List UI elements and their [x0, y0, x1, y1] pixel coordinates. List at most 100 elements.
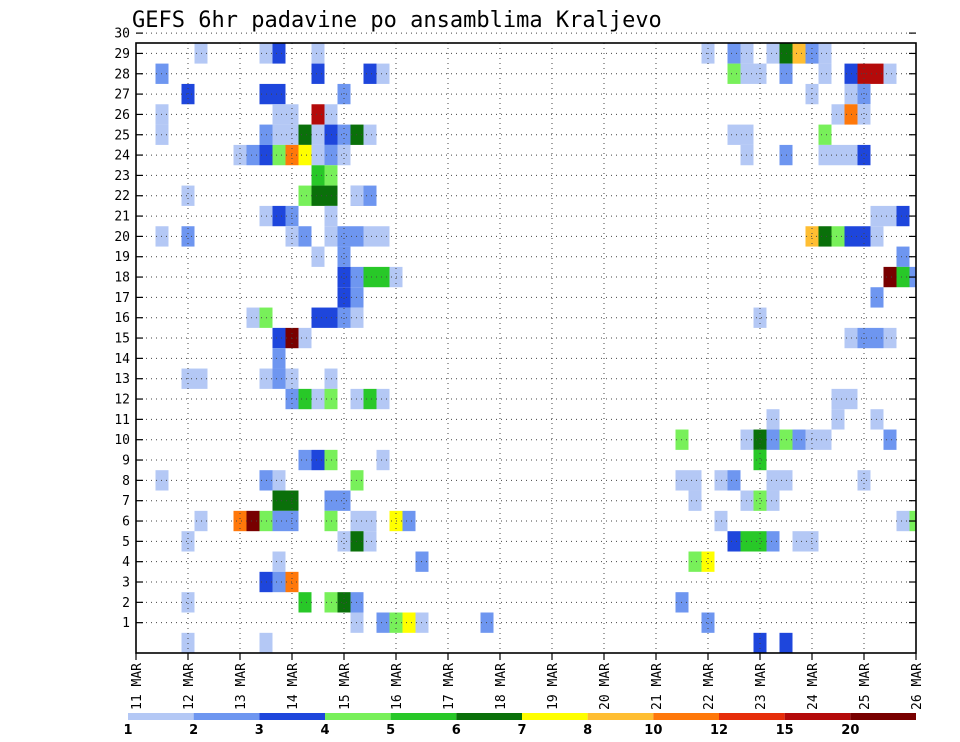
x-tick-label: 18 MAR — [494, 663, 509, 710]
heatmap-cell — [766, 43, 780, 64]
axis-ticks: 1234567891011121314151617181920212223242… — [114, 27, 925, 710]
legend-label: 5 — [386, 723, 395, 738]
heatmap-cell — [311, 124, 325, 145]
y-tick-label: 15 — [114, 332, 130, 347]
legend-label: 7 — [517, 723, 526, 738]
heatmap-cell — [181, 592, 195, 613]
heatmap-cell — [753, 632, 767, 653]
y-tick-label: 14 — [114, 352, 130, 367]
x-tick-label: 23 MAR — [754, 663, 769, 710]
heatmap-cell — [831, 388, 845, 410]
heatmap-cell — [181, 632, 195, 653]
legend-label: 6 — [452, 723, 461, 738]
heatmap-cell — [363, 185, 377, 206]
legend-swatch — [784, 713, 851, 720]
legend-label: 15 — [776, 723, 794, 738]
color-legend: 1 2 3 4 5 6 7 8 10 12 15 20 — [123, 713, 916, 738]
heatmap-cell — [896, 246, 910, 267]
legend-swatch — [193, 713, 260, 720]
heatmap-cell — [883, 266, 897, 288]
heatmap-cell — [792, 429, 806, 450]
heatmap-cell — [701, 612, 715, 633]
x-tick-label: 22 MAR — [702, 663, 717, 710]
heatmap-cell — [727, 470, 741, 491]
heatmap-cell — [883, 205, 897, 227]
heatmap-cell — [311, 43, 325, 64]
heatmap-cell — [896, 266, 910, 288]
legend-label: 12 — [710, 723, 728, 738]
legend-swatch — [325, 713, 391, 720]
heatmap-cell — [311, 307, 325, 328]
heatmap-cell — [831, 144, 845, 166]
heatmap-cell — [363, 388, 377, 410]
heatmap-cell — [792, 531, 806, 552]
heatmap-cell — [298, 185, 312, 206]
y-tick-label: 13 — [114, 372, 130, 387]
heatmap-cell — [298, 388, 312, 410]
heatmap-cell — [376, 226, 390, 247]
legend-label: 20 — [841, 723, 859, 738]
legend-swatch — [259, 713, 325, 720]
heatmap-cell — [857, 104, 871, 125]
y-tick-label: 6 — [122, 515, 130, 530]
heatmap-cell — [376, 449, 390, 471]
heatmap-cell — [272, 205, 286, 227]
heatmap-cell — [727, 63, 741, 84]
heatmap-cell — [298, 592, 312, 613]
heatmap-cell — [896, 510, 910, 532]
heatmap-cell — [233, 510, 247, 532]
heatmap-cell — [766, 470, 780, 491]
heatmap-cell — [272, 83, 286, 105]
legend-label: 2 — [189, 723, 198, 738]
heatmap-cell — [753, 490, 767, 511]
plot-frame — [135, 42, 917, 654]
heatmap-cell — [272, 144, 286, 166]
y-tick-label: 8 — [122, 474, 130, 489]
heatmap-cell — [272, 124, 286, 145]
heatmap-cell — [246, 307, 260, 328]
x-tick-label: 26 MAR — [910, 663, 925, 710]
heatmap-cell — [363, 531, 377, 552]
heatmap-cell — [818, 124, 832, 145]
heatmap-cell — [337, 592, 351, 613]
y-tick-label: 7 — [122, 494, 130, 509]
heatmap-cell — [311, 246, 325, 267]
heatmap-cell — [376, 388, 390, 410]
heatmap-cell — [311, 104, 325, 125]
heatmap-cell — [857, 144, 871, 166]
heatmap-cell — [402, 510, 416, 532]
heatmap-cell — [311, 449, 325, 471]
x-tick-label: 16 MAR — [390, 663, 405, 710]
y-tick-label: 3 — [122, 576, 130, 591]
heatmap-cell — [246, 144, 260, 166]
heatmap-cell — [688, 470, 702, 491]
heatmap-cell — [272, 43, 286, 64]
y-tick-label: 25 — [114, 128, 130, 143]
y-tick-label: 20 — [114, 230, 130, 245]
heatmap-cell — [883, 327, 897, 349]
y-tick-label: 11 — [114, 413, 130, 428]
heatmap-cell — [233, 144, 247, 166]
heatmap-cell — [831, 409, 845, 430]
x-tick-label: 25 MAR — [858, 663, 873, 710]
heatmap-cell — [272, 490, 286, 511]
heatmap-cell — [376, 63, 390, 84]
x-tick-label: 15 MAR — [338, 663, 353, 710]
y-tick-label: 28 — [114, 67, 130, 82]
heatmap-cell — [883, 63, 897, 84]
x-tick-label: 14 MAR — [286, 663, 301, 710]
heatmap-cell — [272, 327, 286, 349]
x-tick-label: 20 MAR — [598, 663, 613, 710]
heatmap-cell — [337, 287, 351, 308]
y-tick-label: 5 — [122, 535, 130, 550]
y-tick-label: 4 — [122, 555, 130, 570]
heatmap-cell — [753, 429, 767, 450]
x-tick-label: 12 MAR — [182, 663, 197, 710]
y-tick-label: 17 — [114, 291, 130, 306]
y-tick-label: 23 — [114, 169, 130, 184]
y-tick-label: 9 — [122, 454, 130, 469]
y-tick-label: 22 — [114, 189, 130, 204]
heatmap-cell — [818, 226, 832, 247]
y-tick-label: 10 — [114, 433, 130, 448]
